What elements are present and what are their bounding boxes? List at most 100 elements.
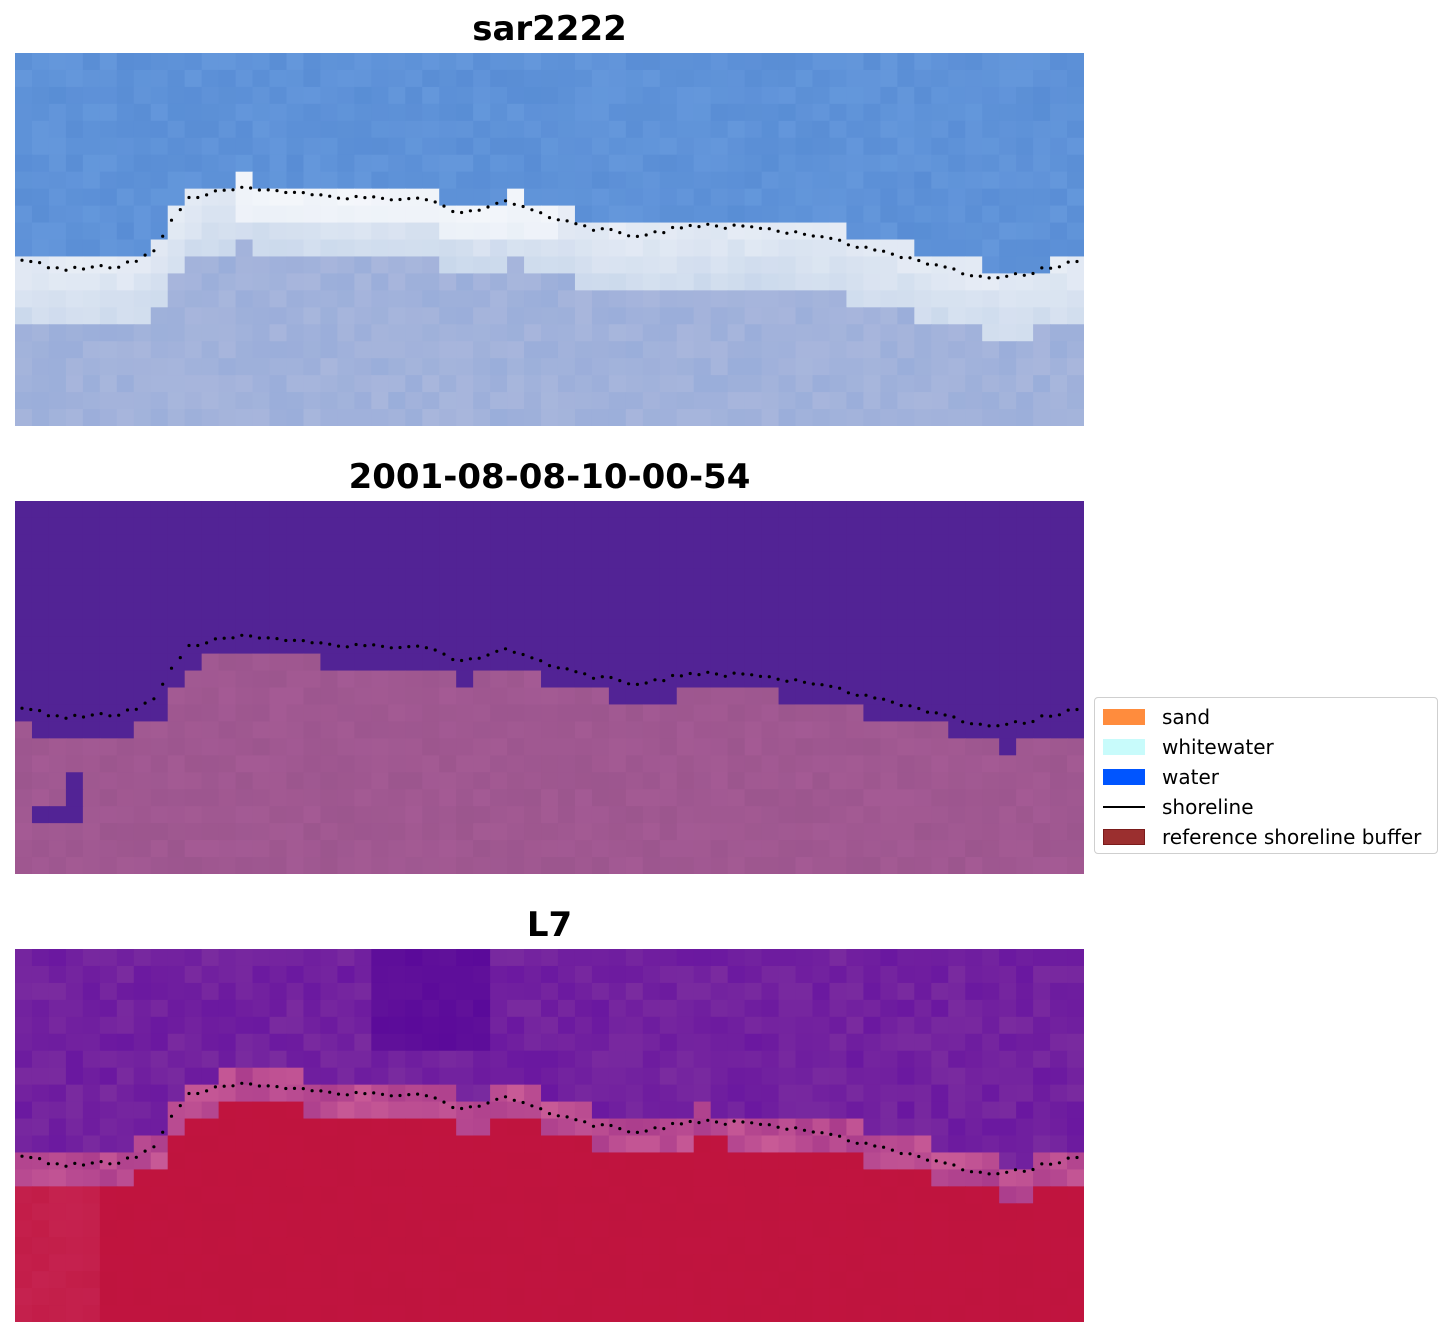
raster-pixel bbox=[591, 653, 610, 672]
raster-pixel bbox=[490, 653, 508, 672]
raster-pixel bbox=[812, 239, 831, 258]
raster-pixel bbox=[354, 806, 372, 824]
raster-pixel bbox=[371, 290, 389, 308]
raster-pixel bbox=[1050, 1101, 1068, 1120]
raster-pixel bbox=[201, 290, 220, 308]
raster-pixel bbox=[863, 840, 881, 858]
raster-pixel bbox=[82, 755, 101, 773]
raster-pixel bbox=[1033, 840, 1051, 858]
raster-pixel bbox=[235, 982, 254, 1001]
raster-pixel bbox=[252, 53, 271, 71]
raster-pixel bbox=[184, 375, 203, 393]
raster-pixel bbox=[693, 171, 712, 190]
raster-pixel bbox=[608, 670, 627, 689]
raster-pixel bbox=[507, 53, 525, 71]
raster-pixel bbox=[744, 307, 763, 325]
raster-pixel bbox=[303, 1118, 322, 1137]
raster-pixel bbox=[456, 687, 474, 706]
raster-pixel bbox=[218, 307, 237, 325]
shoreline-point bbox=[134, 1155, 138, 1159]
raster-pixel bbox=[116, 585, 135, 604]
raster-pixel bbox=[982, 1033, 1000, 1052]
raster-pixel bbox=[371, 392, 389, 410]
raster-pixel bbox=[252, 1152, 271, 1170]
raster-pixel bbox=[490, 1050, 508, 1069]
raster-pixel bbox=[642, 256, 661, 274]
raster-pixel bbox=[642, 1254, 661, 1272]
raster-pixel bbox=[625, 1186, 644, 1204]
raster-pixel bbox=[778, 358, 797, 376]
raster-pixel bbox=[1033, 1237, 1051, 1255]
raster-pixel bbox=[608, 137, 627, 156]
raster-pixel bbox=[625, 585, 644, 604]
raster-pixel bbox=[829, 982, 848, 1001]
raster-pixel bbox=[1050, 670, 1068, 689]
raster-pixel bbox=[303, 188, 322, 207]
raster-pixel bbox=[354, 358, 372, 376]
raster-pixel bbox=[812, 222, 831, 241]
raster-pixel bbox=[320, 1152, 338, 1170]
raster-pixel bbox=[710, 137, 729, 156]
raster-pixel bbox=[31, 137, 50, 156]
raster-pixel bbox=[948, 137, 966, 156]
raster-pixel bbox=[473, 1084, 491, 1103]
raster-pixel bbox=[507, 256, 525, 274]
raster-pixel bbox=[388, 324, 406, 342]
raster-pixel bbox=[507, 738, 525, 756]
shoreline-point bbox=[319, 1089, 323, 1093]
raster-pixel bbox=[201, 1203, 220, 1221]
raster-pixel bbox=[320, 999, 338, 1018]
raster-pixel bbox=[642, 534, 661, 553]
raster-pixel bbox=[524, 1033, 542, 1052]
raster-pixel bbox=[405, 256, 423, 274]
raster-pixel bbox=[795, 999, 814, 1018]
raster-pixel bbox=[863, 341, 881, 359]
raster-pixel bbox=[812, 307, 831, 325]
raster-pixel bbox=[82, 1067, 101, 1086]
raster-pixel bbox=[541, 324, 559, 342]
shoreline-point bbox=[952, 1163, 956, 1167]
raster-pixel bbox=[642, 653, 661, 672]
shoreline-point bbox=[284, 638, 288, 643]
shoreline-point bbox=[574, 1118, 578, 1122]
raster-pixel bbox=[218, 619, 237, 638]
raster-pixel bbox=[286, 1203, 305, 1221]
raster-pixel bbox=[642, 1101, 661, 1120]
raster-pixel bbox=[846, 823, 865, 841]
raster-pixel bbox=[761, 1152, 780, 1170]
raster-pixel bbox=[524, 1135, 542, 1154]
raster-pixel bbox=[897, 409, 915, 426]
raster-pixel bbox=[914, 1288, 932, 1306]
raster-pixel bbox=[880, 69, 898, 88]
raster-pixel bbox=[473, 273, 491, 291]
raster-pixel bbox=[778, 636, 797, 655]
shoreline-point bbox=[372, 1091, 376, 1095]
raster-pixel bbox=[778, 789, 797, 807]
shoreline-point bbox=[943, 265, 947, 269]
raster-pixel bbox=[201, 137, 220, 156]
raster-pixel bbox=[931, 307, 949, 325]
raster-pixel bbox=[727, 171, 746, 190]
raster-pixel bbox=[303, 1237, 322, 1255]
raster-pixel bbox=[150, 1237, 169, 1255]
raster-pixel bbox=[15, 375, 33, 393]
raster-pixel bbox=[541, 806, 559, 824]
raster-pixel bbox=[812, 501, 831, 519]
raster-pixel bbox=[1050, 1169, 1068, 1187]
shoreline-point bbox=[829, 684, 833, 688]
raster-pixel bbox=[982, 205, 1000, 224]
raster-pixel bbox=[625, 1237, 644, 1255]
raster-pixel bbox=[116, 1118, 135, 1137]
raster-pixel bbox=[456, 1288, 474, 1306]
raster-pixel bbox=[710, 86, 729, 105]
raster-pixel bbox=[914, 721, 932, 739]
raster-pixel bbox=[337, 120, 355, 139]
raster-pixel bbox=[880, 409, 898, 426]
raster-pixel bbox=[761, 1169, 780, 1187]
raster-pixel bbox=[507, 501, 525, 519]
raster-pixel bbox=[1067, 636, 1084, 655]
raster-pixel bbox=[897, 341, 915, 359]
raster-pixel bbox=[184, 409, 203, 426]
raster-pixel bbox=[65, 1016, 84, 1035]
raster-pixel bbox=[676, 188, 695, 207]
